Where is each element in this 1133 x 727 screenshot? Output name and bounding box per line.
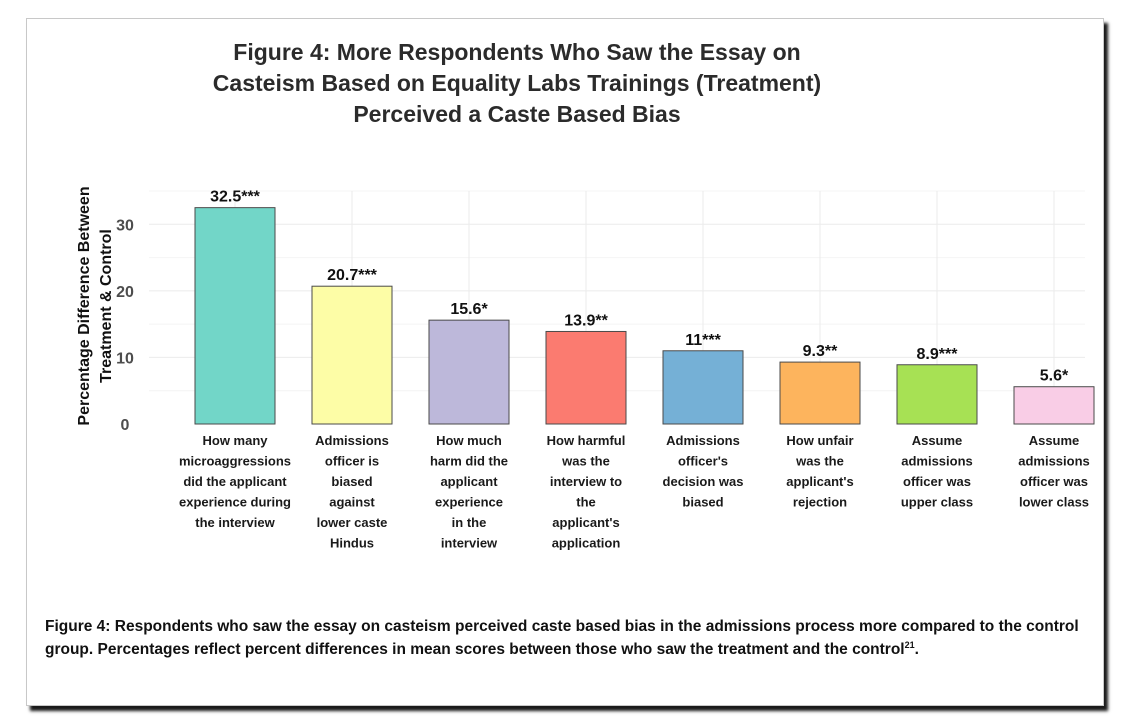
category-label: the xyxy=(576,495,596,510)
category-label: microaggressions xyxy=(179,454,291,469)
category-label: applicant's xyxy=(786,474,853,489)
category-label: interview xyxy=(441,536,498,551)
category-label: officer was xyxy=(1020,474,1088,489)
y-tick-label: 20 xyxy=(116,284,134,301)
category-label: Assume xyxy=(1029,433,1080,448)
data-label: 9.3** xyxy=(803,343,838,360)
category-label: experience during xyxy=(179,495,291,510)
category-label: How unfair xyxy=(786,433,853,448)
chart-title: Figure 4: More Respondents Who Saw the E… xyxy=(212,39,822,127)
category-label: was the xyxy=(795,454,844,469)
data-label: 11*** xyxy=(685,332,721,349)
category-label: Hindus xyxy=(330,536,374,551)
figure-frame: Figure 4: More Respondents Who Saw the E… xyxy=(26,18,1104,706)
category-label: did the applicant xyxy=(183,474,287,489)
category-label: How much xyxy=(436,433,502,448)
bar xyxy=(662,350,744,425)
category-label: in the xyxy=(452,515,487,530)
data-label: 32.5*** xyxy=(210,189,261,206)
y-tick-label: 10 xyxy=(116,350,134,367)
bar xyxy=(194,207,276,425)
category-label: officer was xyxy=(903,474,971,489)
category-label: application xyxy=(552,536,621,551)
bar xyxy=(545,330,627,425)
category-label: admissions xyxy=(901,454,973,469)
data-label: 13.9** xyxy=(564,312,608,329)
category-label: decision was xyxy=(663,474,744,489)
bar xyxy=(1013,386,1095,425)
category-label: How many xyxy=(202,433,268,448)
category-label: upper class xyxy=(901,495,973,510)
category-label: biased xyxy=(331,474,372,489)
category-label: against xyxy=(329,495,375,510)
data-label: 5.6* xyxy=(1040,368,1069,385)
data-label: 20.7*** xyxy=(327,267,378,284)
category-label: harm did the xyxy=(430,454,508,469)
category-label: the interview xyxy=(195,515,275,530)
y-axis-label: Percentage Difference Between xyxy=(76,186,93,425)
bar-chart: 0 10 20 30 Percentage Difference Between Trea… xyxy=(76,186,1095,551)
category-label: lower caste xyxy=(317,515,388,530)
caption-text: Figure 4: Respondents who saw the essay … xyxy=(45,618,1079,658)
bar xyxy=(896,364,978,425)
category-label: lower class xyxy=(1019,495,1089,510)
category-label: applicant's xyxy=(552,515,619,530)
category-label: interview to xyxy=(550,474,622,489)
data-label: 15.6* xyxy=(450,301,488,318)
figure-caption: Figure 4: Respondents who saw the essay … xyxy=(45,615,1095,661)
bar xyxy=(311,285,393,425)
bar xyxy=(428,319,510,425)
category-label: was the xyxy=(561,454,610,469)
y-tick-label: 30 xyxy=(116,217,134,234)
category-label: biased xyxy=(682,495,723,510)
data-label: 8.9*** xyxy=(917,346,959,363)
category-label: Assume xyxy=(912,433,963,448)
category-label: How harmful xyxy=(547,433,626,448)
caption-footnote: 21 xyxy=(904,639,915,650)
category-label: rejection xyxy=(793,495,847,510)
category-label: Admissions xyxy=(315,433,389,448)
category-label: applicant xyxy=(440,474,498,489)
category-label: experience xyxy=(435,495,503,510)
bar xyxy=(779,361,861,425)
category-label: admissions xyxy=(1018,454,1090,469)
y-tick-label: 0 xyxy=(121,417,130,434)
y-axis-label: Treatment & Control xyxy=(98,229,115,383)
category-label: officer's xyxy=(678,454,728,469)
category-label: officer is xyxy=(325,454,379,469)
caption-end: . xyxy=(914,641,919,658)
category-label: Admissions xyxy=(666,433,740,448)
